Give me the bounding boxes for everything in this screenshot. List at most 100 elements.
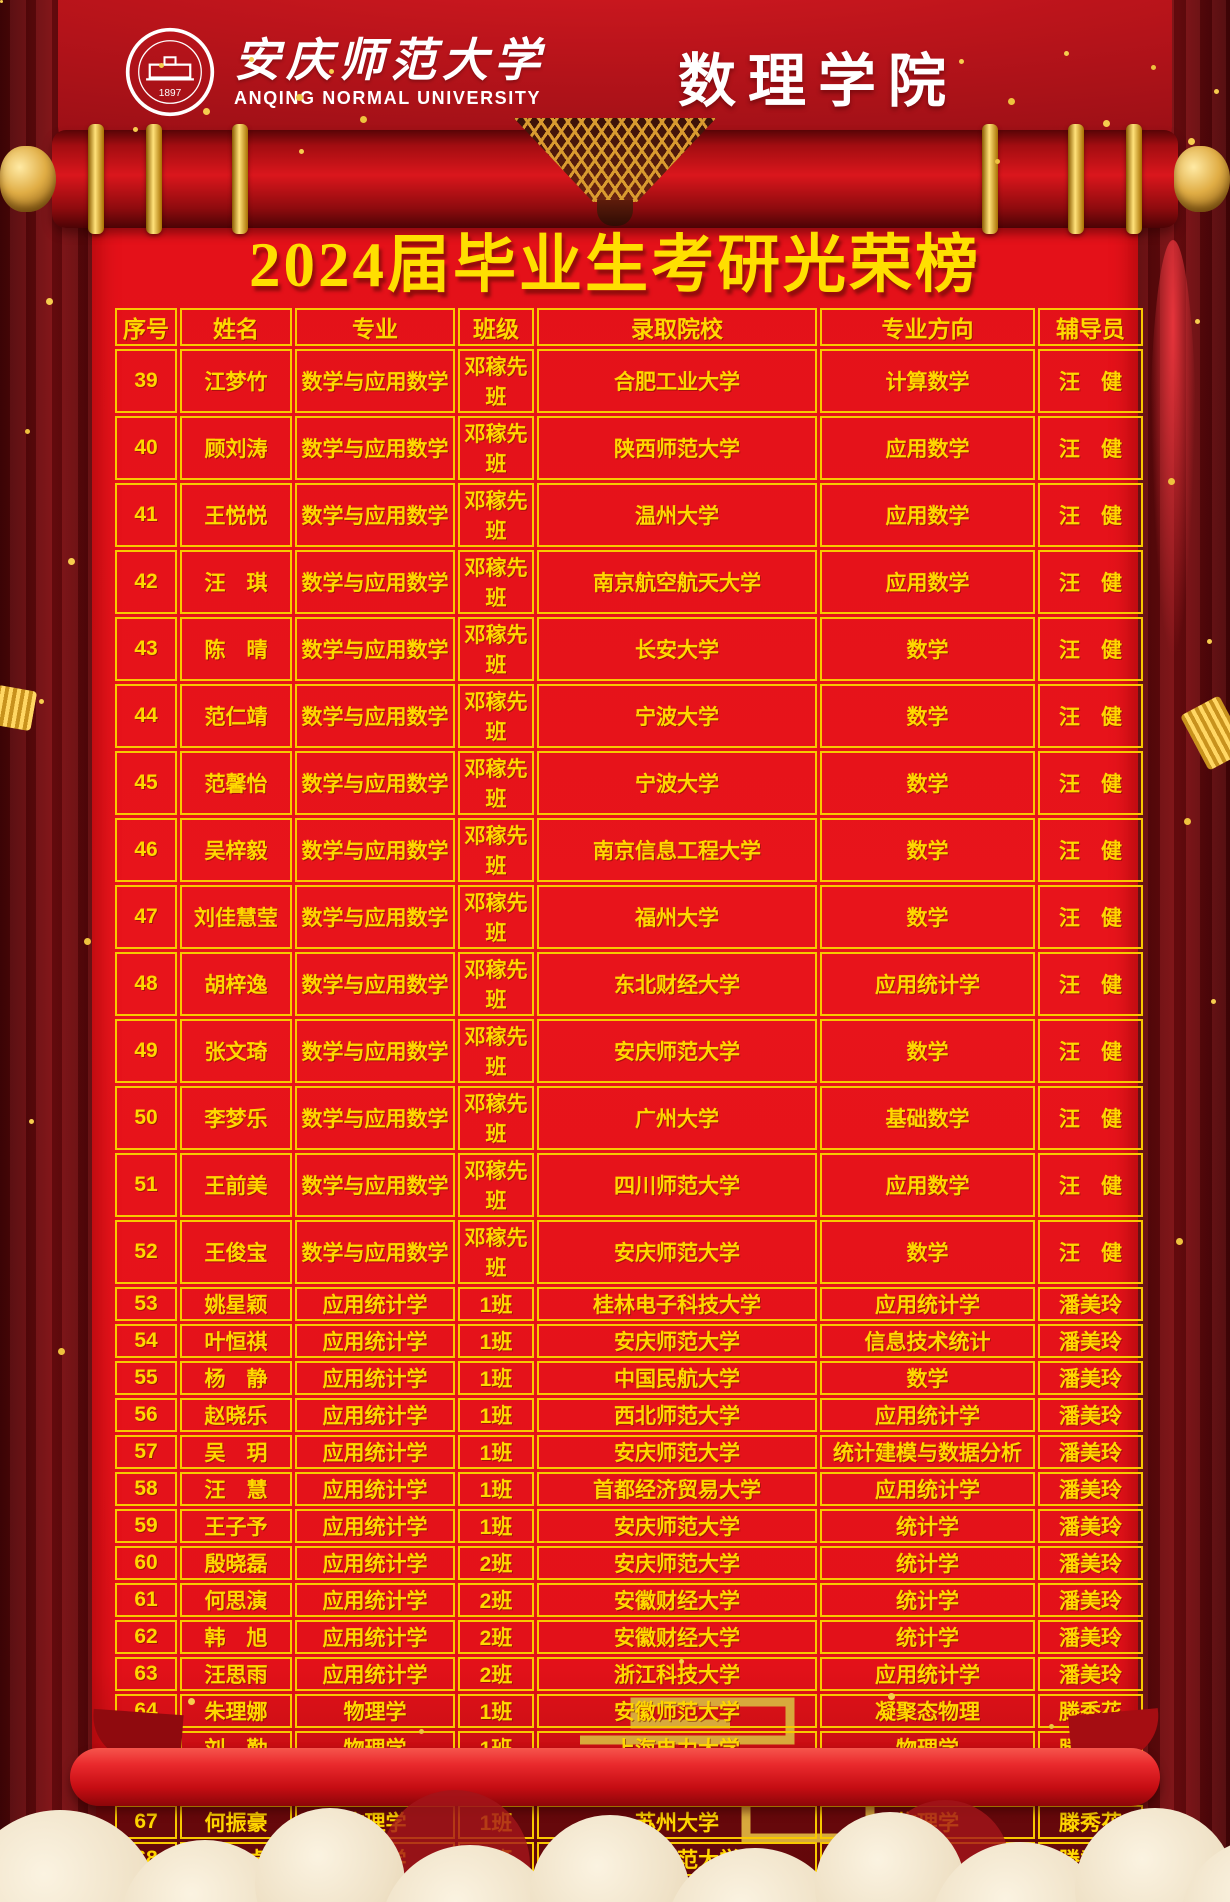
table-row: 56 赵晓乐 应用统计学 1班 西北师范大学 应用统计学 潘美玲 — [115, 1398, 1143, 1432]
table-row: 63 汪思雨 应用统计学 2班 浙江科技大学 应用统计学 潘美玲 — [115, 1657, 1143, 1691]
col-index: 47 — [115, 885, 177, 949]
col-major: 应用统计学 — [295, 1583, 455, 1617]
col-counselor: 潘美玲 — [1038, 1546, 1143, 1580]
col-name: 吴梓毅 — [180, 818, 292, 882]
table-row: 54 叶恒祺 应用统计学 1班 安庆师范大学 信息技术统计 潘美玲 — [115, 1324, 1143, 1358]
table-row: 51 王前美 数学与应用数学 邓稼先班 四川师范大学 应用数学汪 健 — [115, 1153, 1143, 1217]
col-class: 邓稼先班 — [458, 885, 534, 949]
table-row: 39 江梦竹 数学与应用数学 邓稼先班 合肥工业大学 计算数学汪 健 — [115, 349, 1143, 413]
col-index: 42 — [115, 550, 177, 614]
col-name: 王前美 — [180, 1153, 292, 1217]
col-direction: 应用统计学 — [820, 1472, 1035, 1506]
col-direction: 数学 — [820, 751, 1035, 815]
scroll-paper — [92, 150, 1138, 1762]
table-row: 40 顾刘涛 数学与应用数学 邓稼先班 陕西师范大学 应用数学汪 健 — [115, 416, 1143, 480]
col-name: 汪思雨 — [180, 1657, 292, 1691]
col-direction: 统计建模与数据分析 — [820, 1435, 1035, 1469]
col-school: 四川师范大学 — [537, 1153, 817, 1217]
col-school: 宁波大学 — [537, 684, 817, 748]
col-name: 胡梓逸 — [180, 952, 292, 1016]
col-counselor: 汪 健 — [1038, 818, 1143, 882]
col-direction: 应用数学 — [820, 416, 1035, 480]
col-class: 邓稼先班 — [458, 416, 534, 480]
col-school: 安徽财经大学 — [537, 1583, 817, 1617]
col-class: 邓稼先班 — [458, 818, 534, 882]
col-school: 南京航空航天大学 — [537, 550, 817, 614]
col-major: 应用统计学 — [295, 1546, 455, 1580]
col-index: 39 — [115, 349, 177, 413]
col-school: 首都经济贸易大学 — [537, 1472, 817, 1506]
col-major: 数学与应用数学 — [295, 751, 455, 815]
col-name: 李梦乐 — [180, 1086, 292, 1150]
col-direction: 计算数学 — [820, 349, 1035, 413]
col-direction: 数学 — [820, 1019, 1035, 1083]
table-row: 46 吴梓毅 数学与应用数学 邓稼先班 南京信息工程大学 数学汪 健 — [115, 818, 1143, 882]
col-class: 1班 — [458, 1509, 534, 1543]
col-major: 应用统计学 — [295, 1620, 455, 1654]
col-name: 陈 晴 — [180, 617, 292, 681]
col-school: 温州大学 — [537, 483, 817, 547]
col-school: 桂林电子科技大学 — [537, 1287, 817, 1321]
col-major: 数学与应用数学 — [295, 1220, 455, 1284]
lattice-ornament-tip — [597, 200, 633, 226]
col-index: 60 — [115, 1546, 177, 1580]
col-class: 邓稼先班 — [458, 550, 534, 614]
col-direction: 应用统计学 — [820, 1398, 1035, 1432]
table-row: 64 朱理娜 物理学 1班 安徽师范大学 凝聚态物理 滕秀花 — [115, 1694, 1143, 1728]
col-major: 数学与应用数学 — [295, 617, 455, 681]
col-major: 数学与应用数学 — [295, 416, 455, 480]
table-row: 52 王俊宝 数学与应用数学 邓稼先班 安庆师范大学 数学汪 健 — [115, 1220, 1143, 1284]
col-direction: 凝聚态物理 — [820, 1694, 1035, 1728]
university-logo: 1897 安庆师范大学 ANQING NORMAL UNIVERSITY — [124, 26, 546, 118]
col-index: 57 — [115, 1435, 177, 1469]
col-name: 顾刘涛 — [180, 416, 292, 480]
col-index: 43 — [115, 617, 177, 681]
col-class: 邓稼先班 — [458, 483, 534, 547]
column-header-col-name: 姓名 — [180, 308, 292, 346]
col-class: 邓稼先班 — [458, 684, 534, 748]
col-counselor: 汪 健 — [1038, 416, 1143, 480]
column-header-col-class: 班级 — [458, 308, 534, 346]
col-class: 1班 — [458, 1435, 534, 1469]
col-major: 数学与应用数学 — [295, 952, 455, 1016]
col-direction: 统计学 — [820, 1546, 1035, 1580]
col-index: 63 — [115, 1657, 177, 1691]
col-class: 2班 — [458, 1657, 534, 1691]
col-index: 58 — [115, 1472, 177, 1506]
table-row: 47 刘佳慧莹 数学与应用数学 邓稼先班 福州大学 数学汪 健 — [115, 885, 1143, 949]
col-class: 邓稼先班 — [458, 1153, 534, 1217]
poster-title: 2024届毕业生考研光荣榜 — [249, 230, 981, 300]
col-name: 姚星颖 — [180, 1287, 292, 1321]
table-row: 53 姚星颖 应用统计学 1班 桂林电子科技大学 应用统计学 潘美玲 — [115, 1287, 1143, 1321]
table-row: 49 张文琦 数学与应用数学 邓稼先班 安庆师范大学 数学汪 健 — [115, 1019, 1143, 1083]
col-school: 福州大学 — [537, 885, 817, 949]
col-counselor: 汪 健 — [1038, 885, 1143, 949]
col-name: 江梦竹 — [180, 349, 292, 413]
col-index: 51 — [115, 1153, 177, 1217]
col-major: 物理学 — [295, 1694, 455, 1728]
university-emblem-icon: 1897 — [125, 27, 215, 117]
col-name: 刘佳慧莹 — [180, 885, 292, 949]
col-school: 安庆师范大学 — [537, 1509, 817, 1543]
column-header-col-index: 序号 — [115, 308, 177, 346]
col-class: 2班 — [458, 1583, 534, 1617]
col-major: 应用统计学 — [295, 1324, 455, 1358]
col-index: 50 — [115, 1086, 177, 1150]
col-class: 邓稼先班 — [458, 1220, 534, 1284]
col-name: 吴 玥 — [180, 1435, 292, 1469]
rod-ring — [88, 124, 104, 234]
col-name: 杨 静 — [180, 1361, 292, 1395]
university-name-en: ANQING NORMAL UNIVERSITY — [234, 87, 542, 108]
col-name: 朱理娜 — [180, 1694, 292, 1728]
col-class: 邓稼先班 — [458, 349, 534, 413]
rod-ring — [146, 124, 162, 234]
col-direction: 应用数学 — [820, 550, 1035, 614]
col-major: 应用统计学 — [295, 1398, 455, 1432]
col-class: 1班 — [458, 1398, 534, 1432]
col-index: 61 — [115, 1583, 177, 1617]
col-index: 48 — [115, 952, 177, 1016]
col-direction: 数学 — [820, 684, 1035, 748]
col-class: 1班 — [458, 1694, 534, 1728]
table-row: 57 吴 玥应用统计学 1班 安庆师范大学 统计建模与数据分析 潘美玲 — [115, 1435, 1143, 1469]
col-index: 49 — [115, 1019, 177, 1083]
